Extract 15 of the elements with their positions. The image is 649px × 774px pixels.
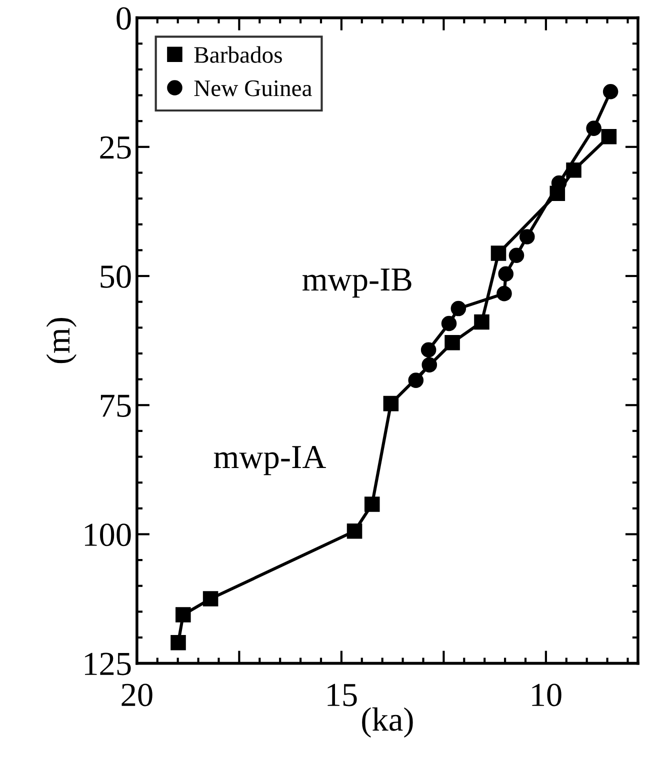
- x-tick-label: 15: [328, 684, 357, 706]
- y-tick-label: 125: [85, 652, 131, 676]
- legend-label: Barbados: [194, 46, 282, 63]
- x-axis-title: (ka): [362, 707, 413, 738]
- y-tick-label: 0: [116, 7, 131, 30]
- legend-label: New Guinea: [194, 80, 312, 96]
- x-tick-label: 20: [122, 684, 152, 706]
- y-tick-label: 25: [100, 136, 131, 159]
- x-tick-label: 10: [532, 684, 562, 706]
- y-tick-label: 50: [100, 265, 131, 288]
- y-tick-label: 100: [85, 524, 131, 546]
- y-tick-label: 75: [100, 394, 131, 418]
- annotation: mwp-IB: [302, 268, 412, 298]
- y-axis-title: (m): [46, 318, 77, 364]
- annotation: mwp-IA: [214, 446, 326, 476]
